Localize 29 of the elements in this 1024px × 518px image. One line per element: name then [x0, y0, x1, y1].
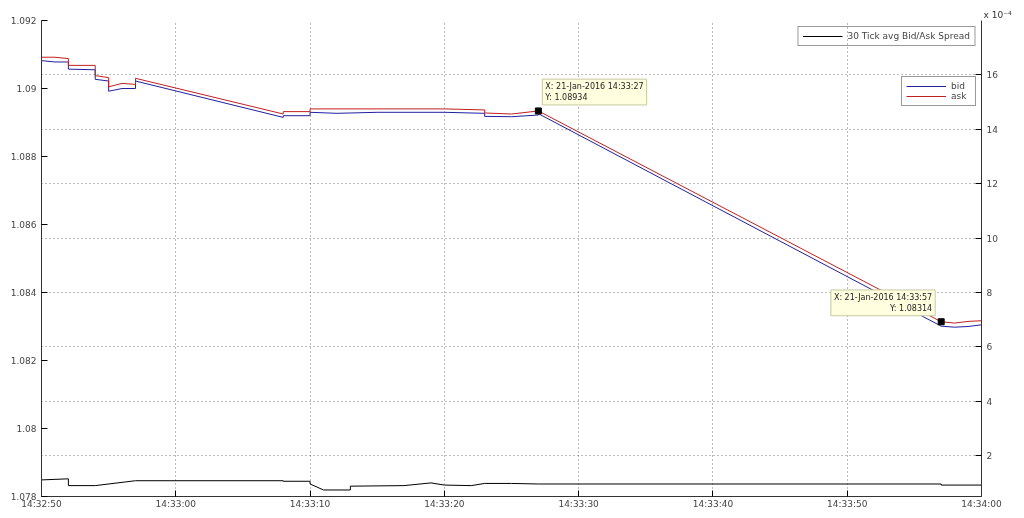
y-tick-label: 1.088 [10, 152, 37, 162]
y2-tick-label: 10 [986, 233, 999, 244]
y2-tick-label: 12 [986, 179, 998, 190]
line-series [41, 478, 982, 491]
y2-tick-label: 16 [986, 70, 999, 81]
y-tick-label: 1.086 [10, 220, 37, 230]
x-tick-label: 14:33:40 [692, 498, 734, 509]
y2-tick-label: 4 [986, 396, 993, 407]
y2-tick-label: 8 [986, 288, 993, 298]
y-tick-label: 1.082 [10, 356, 37, 366]
y-tick-label: 1.084 [10, 288, 37, 298]
y2-tick-label: 6 [986, 342, 993, 353]
x-tick-label: 14:33:50 [827, 498, 868, 509]
x-tick-label: 14:33:00 [155, 498, 197, 509]
x-tick-label: 14:33:10 [289, 498, 331, 509]
legend-label: ask [951, 91, 968, 101]
y2-axis-title: x 10⁻⁴ [983, 9, 1012, 20]
legend-label: bid [951, 81, 966, 91]
x-tick-label: 14:33:20 [424, 498, 465, 509]
y2-tick-label: 14 [986, 124, 999, 135]
annotation: X: 21-Jan-2016 14:33:57 Y: 1.08314 [833, 292, 933, 313]
y-tick-label: 1.09 [16, 84, 37, 94]
y-tick-label: 1.092 [10, 16, 37, 26]
x-tick-label: 14:34:00 [961, 498, 1002, 509]
legend-label: 30 Tick avg Bid/Ask Spread [847, 31, 970, 41]
y-tick-label: 1.08 [16, 424, 37, 434]
annotation: X: 21-Jan-2016 14:33:27 Y: 1.08934 [544, 82, 644, 102]
x-tick-label: 14:33:30 [558, 498, 600, 509]
y2-tick-label: 2 [986, 451, 993, 462]
